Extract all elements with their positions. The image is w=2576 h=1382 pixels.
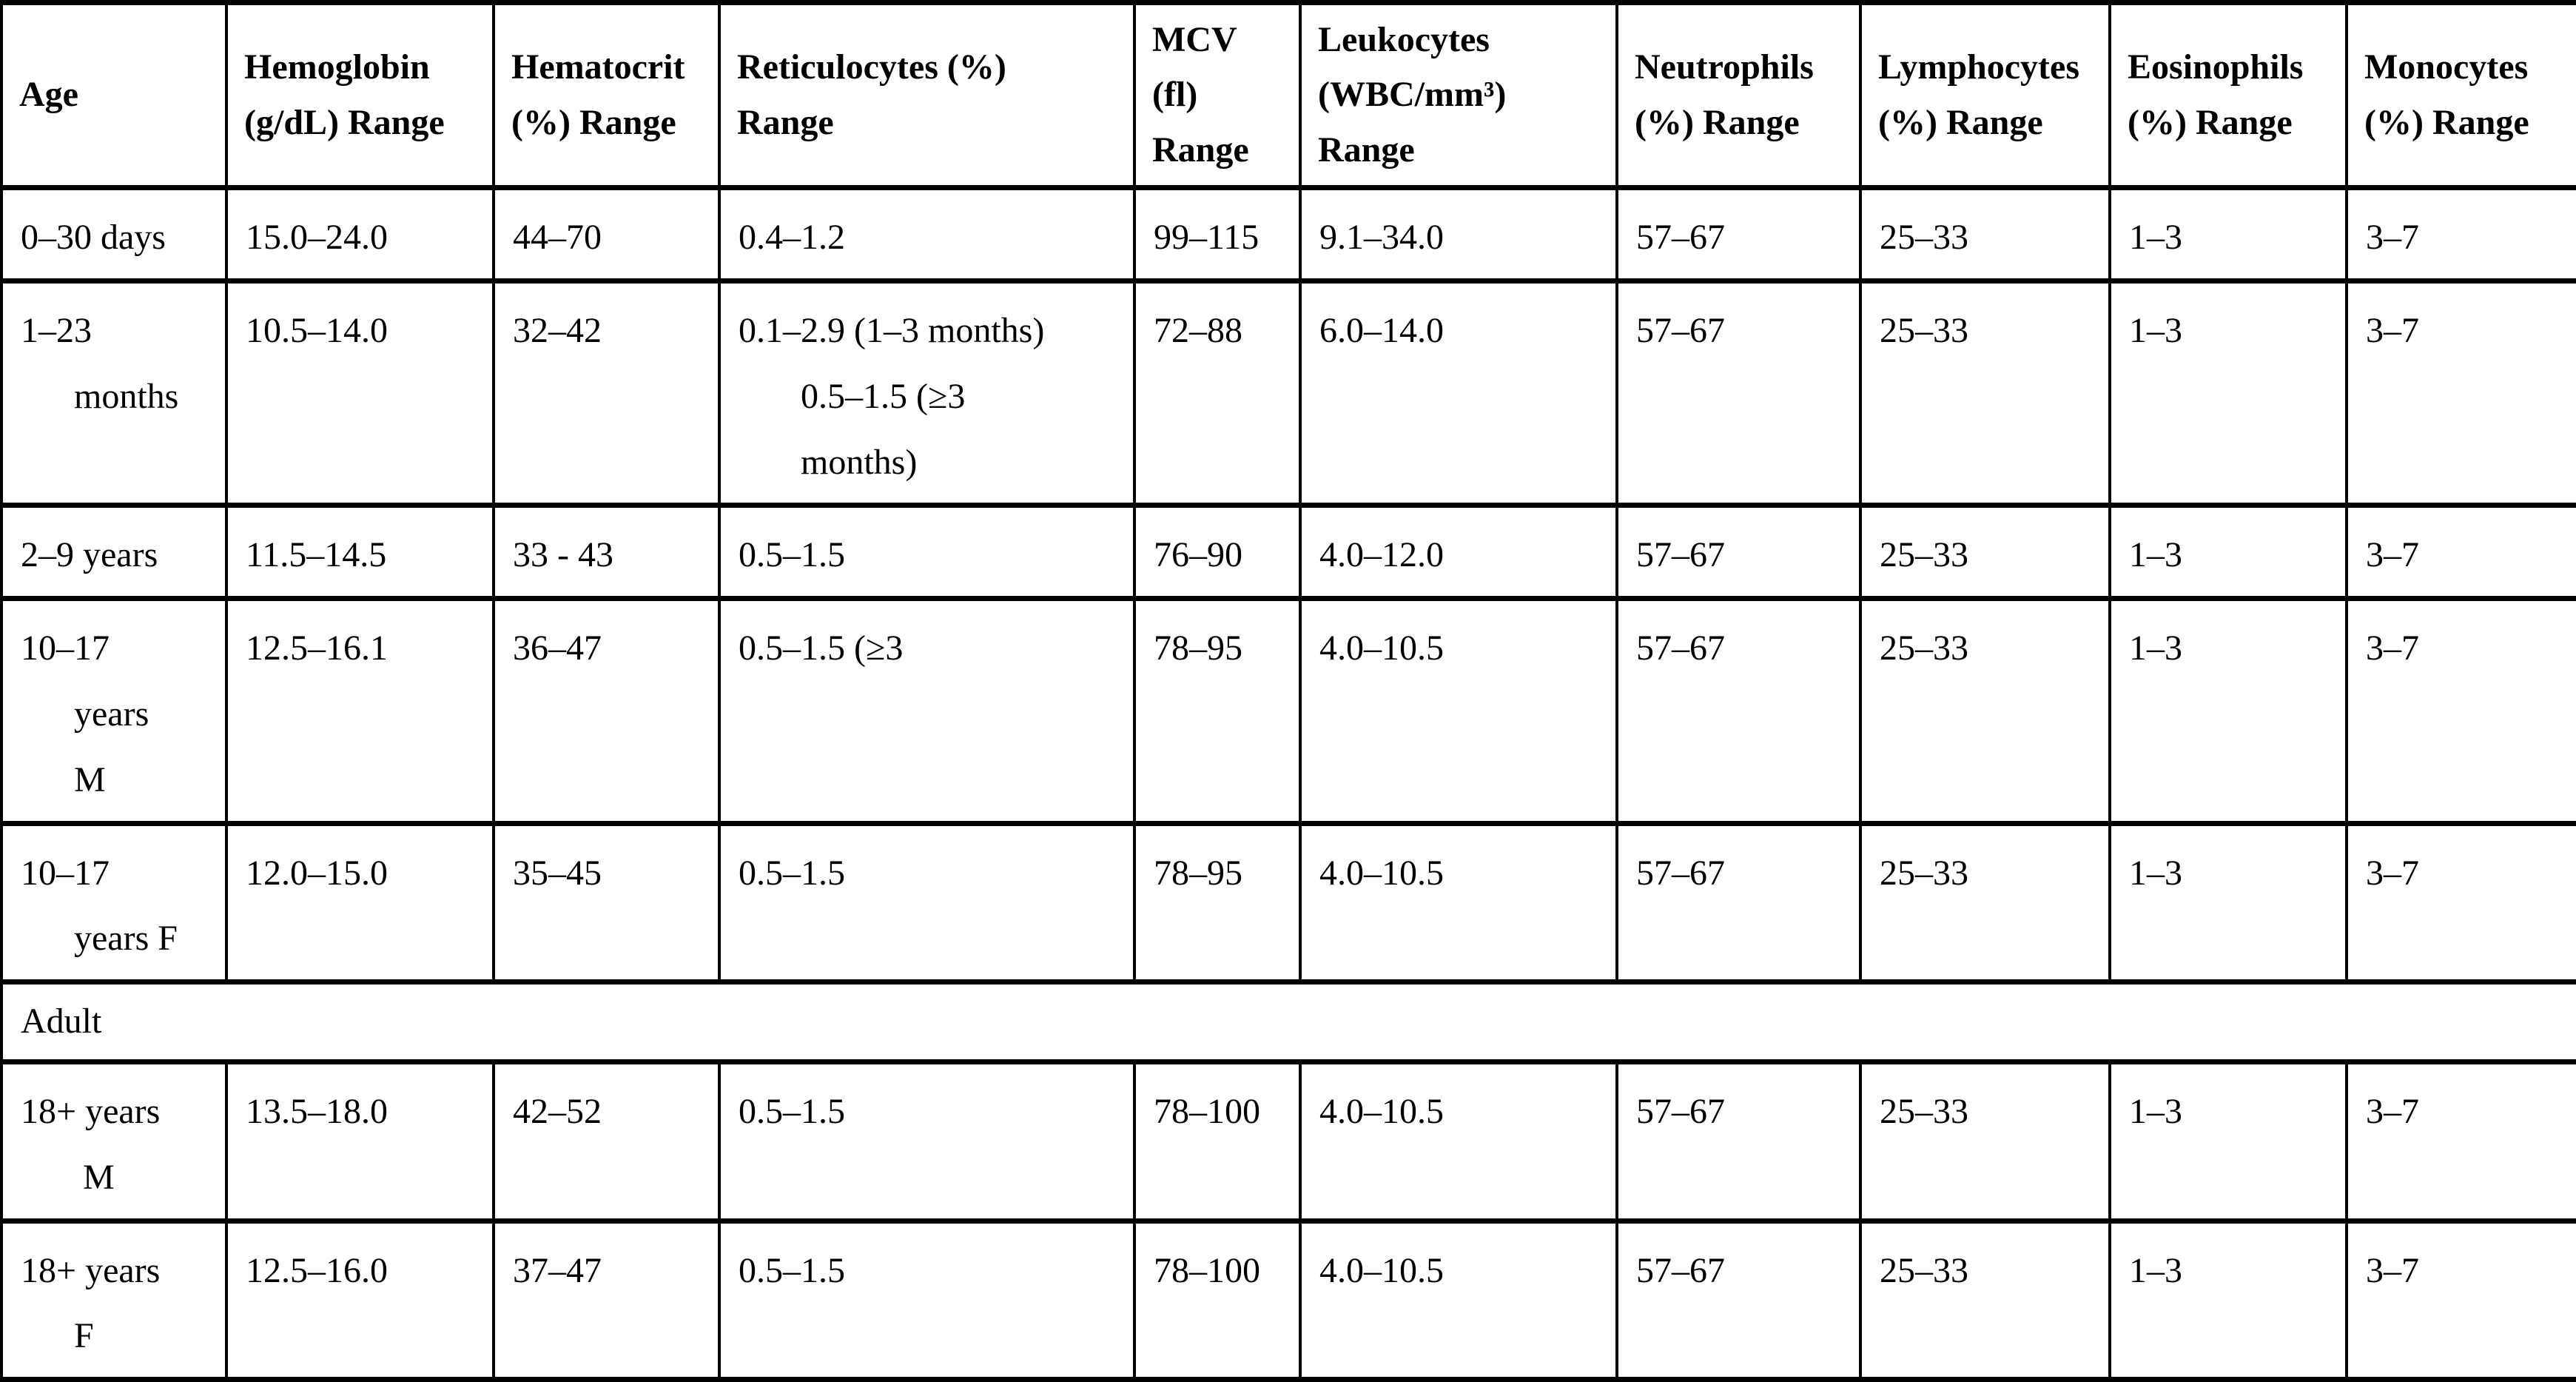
cell-monocytes: 3–7 <box>2345 596 2576 826</box>
section-label-adult: Adult <box>0 979 2576 1064</box>
cell-hemoglobin: 12.5–16.0 <box>225 1218 495 1382</box>
cell-hemoglobin: 11.5–14.5 <box>225 503 495 602</box>
cell-monocytes: 3–7 <box>2345 820 2576 985</box>
cell-reticulocytes: 0.5–1.5 <box>718 503 1136 602</box>
cell-leukocytes: 6.0–14.0 <box>1299 278 1618 509</box>
cell-neutrophils: 57–67 <box>1615 820 1862 985</box>
cell-age: 10–17 years F <box>0 820 228 985</box>
cell-hemoglobin: 12.0–15.0 <box>225 820 495 985</box>
cell-mcv: 78–100 <box>1133 1218 1302 1382</box>
cell-eosinophils: 1–3 <box>2108 1059 2348 1224</box>
cell-age: 10–17 years M <box>0 596 228 826</box>
table-row-10-17-years-m: 10–17 years M 12.5–16.1 36–47 0.5–1.5 (≥… <box>0 596 2576 826</box>
cell-mcv: 78–100 <box>1133 1059 1302 1224</box>
cell-neutrophils: 57–67 <box>1615 1059 1862 1224</box>
cell-lymphocytes: 25–33 <box>1859 278 2111 509</box>
cell-leukocytes: 4.0–10.5 <box>1299 820 1618 985</box>
cell-reticulocytes: 0.1–2.9 (1–3 months) 0.5–1.5 (≥3 months) <box>718 278 1136 509</box>
table-row-1-23-months: 1–23 months 10.5–14.0 32–42 0.1–2.9 (1–3… <box>0 278 2576 509</box>
cell-lymphocytes: 25–33 <box>1859 503 2111 602</box>
cell-reticulocytes: 0.4–1.2 <box>718 185 1136 284</box>
col-header-hemoglobin: Hemoglobin (g/dL) Range <box>225 0 495 191</box>
cell-hemoglobin: 10.5–14.0 <box>225 278 495 509</box>
col-header-lymphocytes: Lymphocytes (%) Range <box>1859 0 2111 191</box>
cell-hematocrit: 35–45 <box>492 820 721 985</box>
cell-eosinophils: 1–3 <box>2108 596 2348 826</box>
cell-age: 2–9 years <box>0 503 228 602</box>
col-header-eosinophils: Eosinophils (%) Range <box>2108 0 2348 191</box>
cell-mcv: 99–115 <box>1133 185 1302 284</box>
cell-leukocytes: 9.1–34.0 <box>1299 185 1618 284</box>
col-header-leukocytes: Leukocytes (WBC/mm³) Range <box>1299 0 1618 191</box>
cell-leukocytes: 4.0–10.5 <box>1299 1059 1618 1224</box>
cell-mcv: 78–95 <box>1133 596 1302 826</box>
cell-eosinophils: 1–3 <box>2108 820 2348 985</box>
cell-lymphocytes: 25–33 <box>1859 1059 2111 1224</box>
cell-reticulocytes: 0.5–1.5 (≥3 <box>718 596 1136 826</box>
col-header-mcv: MCV (fl) Range <box>1133 0 1302 191</box>
cell-hematocrit: 36–47 <box>492 596 721 826</box>
cell-monocytes: 3–7 <box>2345 1059 2576 1224</box>
col-header-monocytes: Monocytes (%) Range <box>2345 0 2576 191</box>
col-header-neutrophils: Neutrophils (%) Range <box>1615 0 1862 191</box>
cell-age: 18+ years M <box>0 1059 228 1224</box>
cell-hematocrit: 44–70 <box>492 185 721 284</box>
cell-reticulocytes: 0.5–1.5 <box>718 820 1136 985</box>
cell-hemoglobin: 13.5–18.0 <box>225 1059 495 1224</box>
cell-hematocrit: 32–42 <box>492 278 721 509</box>
cell-leukocytes: 4.0–10.5 <box>1299 1218 1618 1382</box>
cell-lymphocytes: 25–33 <box>1859 1218 2111 1382</box>
section-row-adult: Adult <box>0 979 2576 1064</box>
cell-monocytes: 3–7 <box>2345 185 2576 284</box>
cell-eosinophils: 1–3 <box>2108 503 2348 602</box>
cell-mcv: 72–88 <box>1133 278 1302 509</box>
table-row-18plus-years-f: 18+ years F 12.5–16.0 37–47 0.5–1.5 78–1… <box>0 1218 2576 1382</box>
col-header-reticulocytes: Reticulocytes (%) Range <box>718 0 1136 191</box>
cell-age: 18+ years F <box>0 1218 228 1382</box>
cell-monocytes: 3–7 <box>2345 503 2576 602</box>
table-row-10-17-years-f: 10–17 years F 12.0–15.0 35–45 0.5–1.5 78… <box>0 820 2576 985</box>
table-row-0-30-days: 0–30 days 15.0–24.0 44–70 0.4–1.2 99–115… <box>0 185 2576 284</box>
cell-mcv: 78–95 <box>1133 820 1302 985</box>
cell-hematocrit: 33 - 43 <box>492 503 721 602</box>
table-row-2-9-years: 2–9 years 11.5–14.5 33 - 43 0.5–1.5 76–9… <box>0 503 2576 602</box>
cell-age: 1–23 months <box>0 278 228 509</box>
cell-neutrophils: 57–67 <box>1615 596 1862 826</box>
cell-hemoglobin: 15.0–24.0 <box>225 185 495 284</box>
cell-lymphocytes: 25–33 <box>1859 820 2111 985</box>
cell-hematocrit: 37–47 <box>492 1218 721 1382</box>
cell-reticulocytes: 0.5–1.5 <box>718 1218 1136 1382</box>
cell-eosinophils: 1–3 <box>2108 1218 2348 1382</box>
cell-neutrophils: 57–67 <box>1615 503 1862 602</box>
cell-neutrophils: 57–67 <box>1615 278 1862 509</box>
col-header-hematocrit: Hematocrit (%) Range <box>492 0 721 191</box>
cell-monocytes: 3–7 <box>2345 278 2576 509</box>
cell-hemoglobin: 12.5–16.1 <box>225 596 495 826</box>
cell-leukocytes: 4.0–12.0 <box>1299 503 1618 602</box>
col-header-age: Age <box>0 0 228 191</box>
cell-reticulocytes: 0.5–1.5 <box>718 1059 1136 1224</box>
cell-leukocytes: 4.0–10.5 <box>1299 596 1618 826</box>
cell-hematocrit: 42–52 <box>492 1059 721 1224</box>
cell-neutrophils: 57–67 <box>1615 1218 1862 1382</box>
cell-lymphocytes: 25–33 <box>1859 596 2111 826</box>
cell-lymphocytes: 25–33 <box>1859 185 2111 284</box>
cell-eosinophils: 1–3 <box>2108 185 2348 284</box>
header-row: Age Hemoglobin (g/dL) Range Hematocrit (… <box>0 0 2576 191</box>
cell-eosinophils: 1–3 <box>2108 278 2348 509</box>
cell-mcv: 76–90 <box>1133 503 1302 602</box>
cell-age: 0–30 days <box>0 185 228 284</box>
cell-monocytes: 3–7 <box>2345 1218 2576 1382</box>
table-row-18plus-years-m: 18+ years M 13.5–18.0 42–52 0.5–1.5 78–1… <box>0 1059 2576 1224</box>
cell-neutrophils: 57–67 <box>1615 185 1862 284</box>
